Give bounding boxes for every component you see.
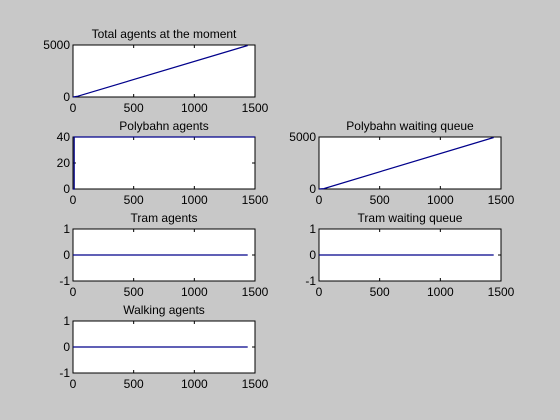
y-tick-label: 5000 xyxy=(43,38,70,52)
y-tick-label: 1 xyxy=(309,222,316,236)
x-tick-label: 1500 xyxy=(242,101,269,115)
y-tick-label: -1 xyxy=(59,366,70,380)
x-tick-label: 500 xyxy=(370,193,390,207)
subplot-2: Polybahn agents 0 500 1000 1500 0 20 40 xyxy=(57,119,269,207)
x-tick-label: 500 xyxy=(124,101,144,115)
subplot-1: Total agents at the moment 0 500 1000 1500 0 5… xyxy=(43,27,268,115)
x-tick-label: 1500 xyxy=(242,193,269,207)
x-tick-label: 1500 xyxy=(488,285,515,299)
y-tick-label: -1 xyxy=(305,274,316,288)
x-tick-label: 1000 xyxy=(181,377,208,391)
chart-title: Polybahn agents xyxy=(119,119,208,133)
x-tick-label: 1500 xyxy=(242,377,269,391)
y-tick-label: 0 xyxy=(63,182,70,196)
x-tick-label: 1000 xyxy=(181,285,208,299)
y-tick-label: -1 xyxy=(59,274,70,288)
series-line xyxy=(73,136,255,190)
x-tick-label: 1000 xyxy=(181,101,208,115)
y-tick-label: 1 xyxy=(63,314,70,328)
x-tick-label: 1500 xyxy=(488,193,515,207)
x-tick-label: 0 xyxy=(70,285,77,299)
x-tick-label: 0 xyxy=(70,101,77,115)
x-tick-label: 500 xyxy=(124,285,144,299)
y-tick-label: 40 xyxy=(57,130,71,144)
plot-area xyxy=(72,136,256,190)
chart-title: Polybahn waiting queue xyxy=(346,119,474,133)
y-tick-label: 20 xyxy=(57,156,71,170)
y-tick-label: 0 xyxy=(309,248,316,262)
x-tick-label: 0 xyxy=(70,377,77,391)
x-tick-label: 1000 xyxy=(181,193,208,207)
x-tick-label: 500 xyxy=(370,285,390,299)
chart-title: Walking agents xyxy=(123,303,205,317)
x-tick-label: 1500 xyxy=(242,285,269,299)
y-tick-label: 0 xyxy=(63,340,70,354)
x-tick-label: 500 xyxy=(124,193,144,207)
chart-title: Total agents at the moment xyxy=(92,27,237,41)
series-line xyxy=(318,136,494,190)
y-tick-label: 0 xyxy=(63,90,70,104)
x-tick-label: 1000 xyxy=(427,193,454,207)
x-tick-label: 0 xyxy=(316,285,323,299)
y-tick-label: 1 xyxy=(63,222,70,236)
chart-title: Tram waiting queue xyxy=(358,211,463,225)
y-tick-label: 0 xyxy=(309,182,316,196)
x-tick-label: 0 xyxy=(316,193,323,207)
x-tick-label: 0 xyxy=(70,193,77,207)
y-tick-label: 0 xyxy=(63,248,70,262)
series-line xyxy=(72,44,248,98)
subplot-3: Polybahn waiting queue 0 500 1000 1500 0 5000 xyxy=(289,119,514,207)
x-tick-label: 500 xyxy=(124,377,144,391)
x-tick-label: 1000 xyxy=(427,285,454,299)
y-tick-label: 5000 xyxy=(289,130,316,144)
chart-title: Tram agents xyxy=(131,211,198,225)
